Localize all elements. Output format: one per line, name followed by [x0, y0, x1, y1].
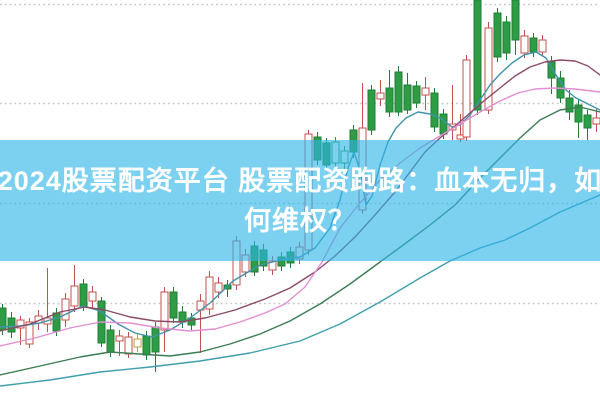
candle-body-up	[205, 276, 214, 310]
candle-body-down	[565, 97, 574, 113]
candle-body-down	[7, 317, 16, 333]
candle-body-down	[511, 0, 520, 41]
candle-body-up	[25, 321, 34, 345]
candle-body-up	[421, 87, 430, 96]
candle-body-up	[484, 27, 493, 111]
headline-line-2: 何维权？	[244, 205, 356, 236]
candle-body-down	[493, 12, 502, 58]
candle-body-doji-olive	[133, 338, 142, 348]
candle-body-up	[592, 117, 600, 125]
candle-body-down	[403, 84, 412, 111]
candle-body-down	[547, 61, 556, 79]
candle-body-down	[574, 104, 583, 123]
candle-body-down	[142, 335, 151, 356]
candle-body-down	[52, 312, 61, 332]
candle-body-down	[473, 0, 482, 111]
candle-body-down	[367, 89, 376, 131]
candle-body-up	[115, 335, 124, 342]
candle-body-up	[88, 291, 97, 302]
candle-body-up	[124, 336, 133, 355]
candle-body-up	[70, 285, 79, 307]
candle-body-down	[430, 92, 439, 128]
candle-body-down	[187, 317, 196, 326]
candle-body-up	[160, 291, 169, 331]
headline-line-1: 2024股票配资平台 股票配资跑路：血本无归，如	[0, 165, 600, 196]
candle-body-down	[151, 326, 160, 353]
candle-body-up	[538, 39, 547, 53]
candle-body-down	[529, 37, 538, 53]
headline-banner: 2024股票配资平台 股票配资跑路：血本无归，如 何维权？	[0, 140, 600, 261]
candle-body-up	[520, 35, 529, 54]
candle-body-up	[268, 260, 277, 271]
candle-body-up	[214, 282, 223, 293]
candle-body-down	[394, 71, 403, 113]
candle-body-down	[412, 85, 421, 104]
candle-body-down	[502, 21, 511, 54]
candle-body-down	[385, 87, 394, 113]
candle-body-down	[439, 113, 448, 135]
candle-body-up	[376, 92, 385, 100]
candle-body-up	[16, 319, 25, 329]
candle-body-down	[79, 283, 88, 308]
candle-body-down	[583, 114, 592, 129]
ma-long-darkgreen	[0, 106, 600, 376]
candle-body-up	[61, 298, 70, 321]
candle-body-down	[169, 291, 178, 319]
candle-body-down	[106, 329, 115, 353]
candle-body-up	[462, 59, 471, 138]
